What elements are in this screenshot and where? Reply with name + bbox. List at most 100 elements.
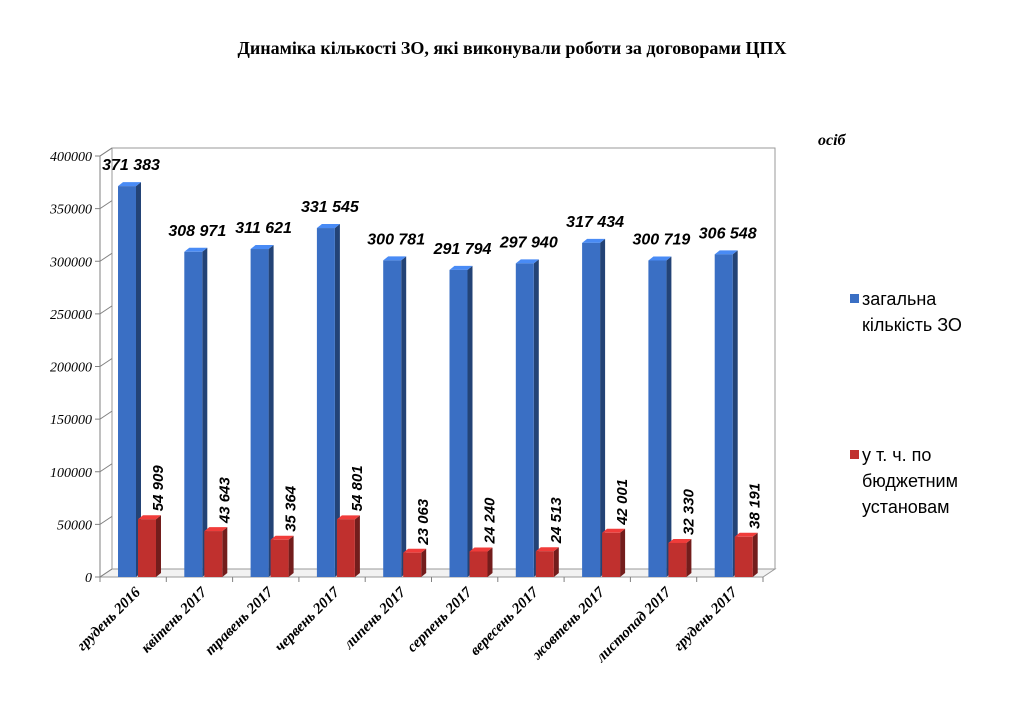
data-label-budget: 42 001 [614,479,631,526]
legend-swatch-budget [850,450,859,459]
bar-total-top [449,265,473,270]
bar-budget [734,536,753,577]
y-tick-label: 400000 [50,150,92,165]
data-label-budget: 24 513 [548,497,565,545]
bar-total-top [648,256,672,261]
back-wall [111,147,776,570]
bar-total [515,263,534,577]
bar-budget [138,519,156,577]
data-label-budget: 54 801 [349,465,366,511]
bar-total [582,242,601,578]
bar-total-top [118,182,141,187]
y-tick-depth [99,305,113,315]
bar-budget-top [602,528,626,533]
y-tick-label: 200000 [50,361,92,376]
bar-total-side [732,250,738,578]
bar-total-side [136,182,141,578]
bar-budget [336,519,355,577]
x-tick-label: квітень 2017 [138,584,210,656]
bar-budget-top [734,532,758,537]
bar-budget-top [469,547,493,552]
data-label-budget: 23 063 [415,498,432,546]
legend-swatch-total [850,294,859,303]
bar-total-top [316,224,340,229]
bar-budget-top [270,535,294,540]
bar-budget [270,539,289,577]
data-label-total: 300 781 [367,231,425,248]
bar-budget-side [620,528,626,577]
legend-label-budget: у т. ч. по бюджетним установам [862,445,958,517]
data-label-budget: 43 643 [216,477,233,525]
bar-total-side [202,247,208,577]
data-label-total: 311 621 [235,220,292,237]
bar-budget [469,551,488,577]
x-tick-label: липень 2017 [341,584,410,653]
y-tick-label: 50000 [57,518,92,533]
bar-total-side [600,238,606,578]
bar-total [648,260,667,577]
bar-budget [602,532,621,577]
bar-total-top [383,256,407,261]
x-tick-label: травень 2017 [202,584,276,658]
data-label-total: 308 971 [168,223,226,240]
bar-budget-side [222,527,228,577]
legend-item-total: загальна кількість ЗО [850,286,1002,338]
bar-total-top [515,259,539,264]
y-tick-label: 100000 [50,466,92,481]
bar-total [250,249,269,577]
bar-budget [668,542,687,577]
y-tick-depth [99,410,113,420]
bar-total [316,228,335,577]
bar-total-side [666,256,672,577]
legend-item-budget: у т. ч. по бюджетним установам [850,442,1002,520]
bar-budget-side [156,515,161,577]
bar-total-top [250,245,274,250]
y-tick-label: 300000 [49,255,92,270]
data-label-total: 317 434 [566,214,624,231]
bar-total-top [582,238,606,243]
bar-budget [403,552,422,577]
bar-budget-top [336,515,360,520]
bar-total-side [533,259,539,577]
bar-total-side [268,245,274,577]
data-label-total: 300 719 [632,231,690,248]
y-tick-depth [99,568,113,578]
data-label-total: 371 383 [102,157,160,174]
bar-budget-side [752,532,758,577]
bar-budget-top [403,548,427,553]
y-tick-depth [99,252,113,262]
bar-total [118,186,136,578]
bar-total-side [334,224,340,577]
data-label-budget: 32 330 [680,488,697,535]
data-label-total: 306 548 [699,225,757,242]
bar-total [714,254,733,578]
y-tick-depth [99,200,113,210]
x-tick-label: грудень 2016 [74,584,144,654]
bar-budget-top [535,547,559,552]
bar-budget-side [553,547,559,577]
bar-budget-side [686,538,692,577]
data-label-budget: 38 191 [747,483,764,529]
y-tick-depth [99,358,113,367]
x-tick-label: серпень 2017 [404,584,475,655]
x-tick-label: грудень 2017 [671,584,741,654]
x-tick-label: вересень 2017 [467,584,542,659]
bar-total [449,269,468,577]
bar-budget [204,531,223,577]
y-tick-depth [99,463,113,473]
y-tick-label: 350000 [49,203,92,218]
y-tick-label: 150000 [50,413,92,428]
y-tick-depth [99,147,113,157]
bar-budget-top [204,527,228,532]
bar-budget-top [138,515,161,520]
y-tick-depth [99,515,113,525]
data-label-budget: 24 240 [482,497,499,545]
unit-label: осіб [818,132,846,149]
bar-budget-top [668,538,692,543]
bar-total-top [184,247,208,252]
data-label-total: 291 794 [433,241,492,258]
data-label-budget: 54 909 [150,465,167,512]
data-label-total: 297 940 [499,234,558,251]
chart-title: Динаміка кількості ЗО, які виконували ро… [237,38,787,58]
